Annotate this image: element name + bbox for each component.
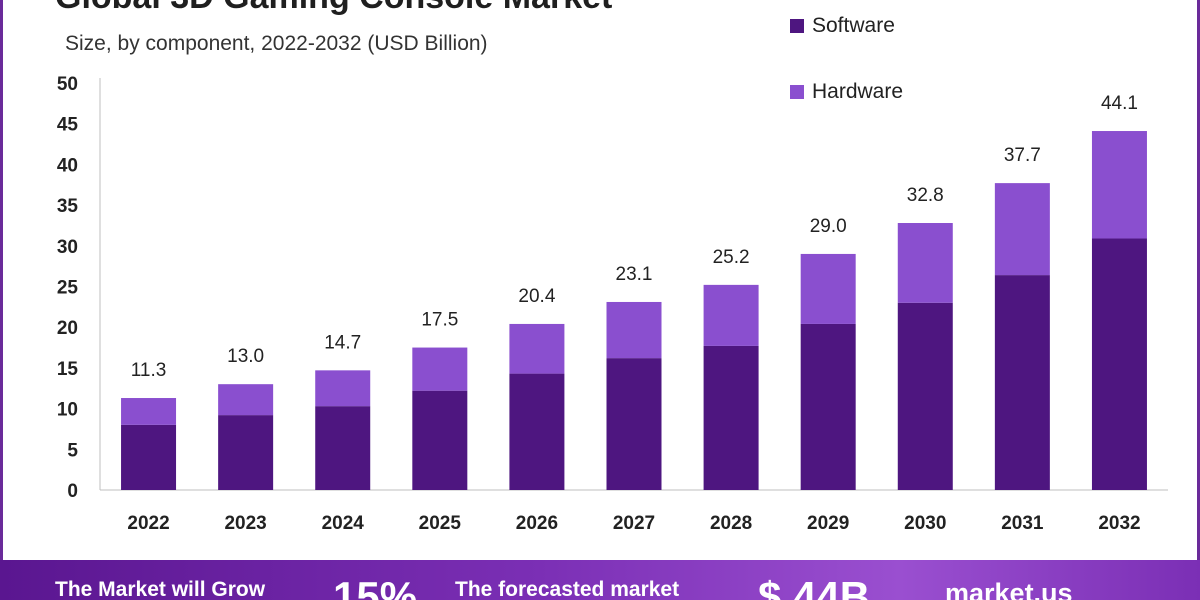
- bar-segment-hardware: [509, 323, 565, 374]
- total-data-label: 14.7: [324, 332, 361, 353]
- y-tick-label: 0: [67, 481, 78, 502]
- footer-forecast-text: The forecasted market: [455, 578, 680, 600]
- y-tick-label: 40: [57, 155, 78, 176]
- chart-subtitle: Size, by component, 2022-2032 (USD Billi…: [65, 32, 488, 55]
- footer-banner: The Market will Grow 15% The forecasted …: [0, 560, 1200, 600]
- y-tick-label: 10: [57, 400, 78, 421]
- total-data-label: 17.5: [421, 310, 458, 331]
- frame-border-right: [1197, 0, 1200, 560]
- bar-segment-software: [1091, 238, 1147, 490]
- x-tick-label: 2031: [1001, 513, 1044, 534]
- bar-segment-hardware: [1091, 131, 1147, 239]
- y-tick-label: 50: [57, 74, 78, 95]
- bar-segment-software: [897, 302, 953, 490]
- market-us-logo: market.us: [945, 578, 1073, 600]
- y-tick-label: 25: [57, 278, 79, 299]
- x-tick-label: 2024: [322, 513, 365, 534]
- x-tick-label: 2030: [904, 513, 946, 534]
- bar-segment-hardware: [800, 253, 856, 324]
- y-tick-label: 5: [67, 440, 78, 461]
- stacked-bar-chart: 0510152025303540455011.3202213.0202314.7…: [57, 74, 1168, 534]
- total-data-label: 25.2: [713, 247, 750, 268]
- total-data-label: 37.7: [1004, 145, 1041, 166]
- y-tick-label: 35: [57, 196, 79, 217]
- footer-cagr: 15%: [333, 573, 418, 600]
- bar-segment-software: [315, 406, 371, 490]
- y-tick-label: 45: [57, 115, 79, 136]
- legend-label-software: Software: [812, 14, 895, 37]
- x-tick-label: 2028: [710, 513, 752, 534]
- legend-label-hardware: Hardware: [812, 80, 904, 103]
- legend-item-software: Software: [790, 14, 895, 38]
- legend-swatch-hardware: [790, 85, 804, 99]
- x-tick-label: 2027: [613, 513, 655, 534]
- total-data-label: 44.1: [1101, 93, 1138, 114]
- total-data-label: 13.0: [227, 346, 264, 367]
- total-data-label: 29.0: [810, 216, 847, 237]
- bar-segment-software: [703, 345, 759, 490]
- bar-segment-software: [800, 323, 856, 490]
- legend-swatch-software: [790, 19, 804, 33]
- bar-segment-hardware: [121, 398, 177, 425]
- frame-border-left: [0, 0, 3, 560]
- bar-segment-software: [412, 390, 468, 490]
- total-data-label: 20.4: [518, 286, 555, 307]
- x-tick-label: 2032: [1098, 513, 1140, 534]
- y-tick-label: 15: [57, 359, 79, 380]
- bar-segment-software: [121, 424, 177, 490]
- y-tick-label: 20: [57, 318, 78, 339]
- bar-segment-hardware: [412, 347, 468, 391]
- x-tick-label: 2025: [419, 513, 462, 534]
- total-data-label: 32.8: [907, 185, 944, 206]
- total-data-label: 11.3: [131, 360, 167, 381]
- footer-grow-text: The Market will Grow: [55, 578, 266, 600]
- x-tick-label: 2026: [516, 513, 558, 534]
- bar-segment-hardware: [897, 223, 953, 303]
- bar-segment-hardware: [218, 384, 274, 416]
- bar-segment-software: [606, 358, 662, 490]
- y-tick-label: 30: [57, 237, 78, 258]
- bar-segment-software: [994, 275, 1050, 490]
- footer-forecast-value: $ 44B: [758, 573, 871, 600]
- bar-segment-hardware: [994, 183, 1050, 276]
- x-tick-label: 2023: [224, 513, 266, 534]
- bar-segment-hardware: [703, 284, 759, 346]
- chart-title: Global 3D Gaming Console Market: [55, 0, 612, 17]
- legend-item-hardware: Hardware: [790, 80, 903, 104]
- bar-segment-hardware: [606, 301, 662, 359]
- x-tick-label: 2022: [127, 513, 169, 534]
- x-tick-label: 2029: [807, 513, 849, 534]
- total-data-label: 23.1: [616, 264, 653, 285]
- bar-segment-software: [218, 415, 274, 490]
- bar-segment-software: [509, 373, 565, 490]
- bar-segment-hardware: [315, 370, 371, 407]
